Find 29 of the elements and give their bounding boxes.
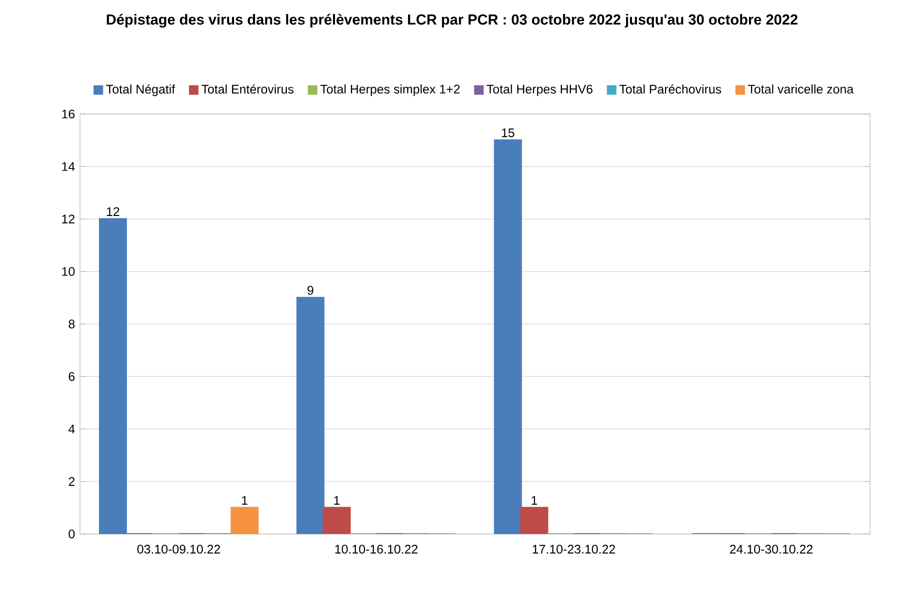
legend-label: Total Herpes HHV6 <box>486 84 592 96</box>
data-label: 9 <box>308 286 314 295</box>
x-tick-label: 17.10-23.10.22 <box>532 544 616 554</box>
y-tick-label: 8 <box>68 320 75 328</box>
bar <box>296 296 324 534</box>
legend-label: Total Négatif <box>106 84 176 96</box>
bar <box>494 139 522 534</box>
y-tick-label: 4 <box>68 424 75 434</box>
y-tick-label: 16 <box>62 110 75 118</box>
y-tick-label: 10 <box>62 267 75 276</box>
data-label: 12 <box>106 207 120 216</box>
x-tick-label: 24.10-30.10.22 <box>730 544 813 554</box>
legend-label: Total varicelle zona <box>748 84 854 94</box>
y-tick-label: 12 <box>62 214 74 224</box>
chart-title: Dépistage des virus dans les prélèvements LCR par PCR : 03 octobre 2022 jusqu'au 30 octobre 2022 <box>106 14 798 28</box>
y-tick-label: 6 <box>68 372 75 381</box>
x-tick-label: 03.10-09.10.22 <box>137 544 220 554</box>
legend-label: Total Herpes simplex 1+2 <box>320 84 460 96</box>
data-label: 15 <box>502 128 514 138</box>
data-label: 1 <box>242 496 248 505</box>
legend-label: Total Entérovirus <box>202 84 294 94</box>
y-tick-label: 14 <box>62 162 75 171</box>
data-label: 1 <box>334 496 340 505</box>
y-tick-label: 2 <box>68 477 74 486</box>
data-label: 1 <box>532 496 538 505</box>
bar <box>98 218 127 534</box>
legend-label: Total Paréchovirus <box>619 84 722 94</box>
y-tick-label: 0 <box>68 530 75 538</box>
x-tick-label: 10.10-16.10.22 <box>335 544 418 554</box>
